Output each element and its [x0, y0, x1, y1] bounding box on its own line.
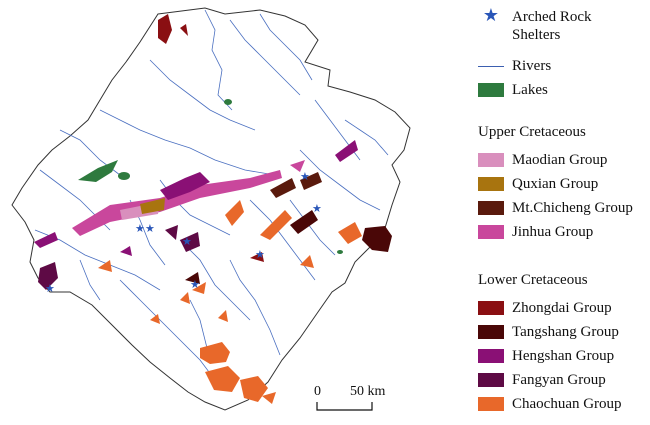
legend-label-arched-rock-line1: Arched Rock [512, 9, 592, 25]
jinhua-group-areas [72, 160, 305, 236]
legend-item-zhongdai: Zhongdai Group [478, 298, 612, 318]
mt-chicheng-group-areas [270, 172, 322, 198]
svg-text:★: ★ [135, 222, 145, 235]
jinhua-swatch-icon [478, 225, 504, 239]
svg-text:★: ★ [255, 248, 265, 261]
legend-label-arched-rock-line2: Shelters [512, 27, 561, 43]
svg-text:★: ★ [300, 170, 310, 183]
zhongdai-swatch-icon [478, 301, 504, 315]
lake-swatch-icon [478, 83, 504, 97]
svg-text:★: ★ [45, 282, 55, 295]
province-outline [11, 7, 411, 411]
tangshang-swatch-icon [478, 325, 504, 339]
scale-bar-line [316, 402, 373, 411]
chaochuan-group-areas [98, 200, 362, 404]
legend-label-lakes: Lakes [512, 82, 548, 98]
legend-item-maodian: Maodian Group [478, 150, 607, 170]
legend-title-upper-cretaceous: Upper Cretaceous [478, 124, 586, 140]
legend-label-hengshan: Hengshan Group [512, 348, 615, 364]
quxian-swatch-icon [478, 177, 504, 191]
legend-title-lower-cretaceous: Lower Cretaceous [478, 272, 588, 288]
star-icon: ★ [482, 5, 500, 25]
hengshan-group-areas [34, 140, 358, 256]
svg-text:★: ★ [182, 235, 192, 248]
svg-text:★: ★ [312, 202, 322, 215]
legend-item-hengshan: Hengshan Group [478, 346, 614, 366]
chaochuan-swatch-icon [478, 397, 504, 411]
arched-rock-shelter-markers: ★ ★ ★★ ★★ ★★ [45, 170, 322, 295]
legend-item-lakes: Lakes [478, 80, 548, 100]
scale-bar: 0 50 km [314, 384, 404, 414]
zhongdai-group-areas [158, 14, 264, 262]
hengshan-swatch-icon [478, 349, 504, 363]
tangshang-group-areas [185, 210, 392, 284]
legend-label-quxian: Quxian Group [512, 176, 599, 192]
svg-text:★: ★ [190, 278, 200, 291]
legend-label-chaochuan: Chaochuan Group [512, 396, 622, 412]
legend-label-rivers: Rivers [512, 58, 552, 74]
legend-label-fangyan: Fangyan Group [512, 372, 606, 388]
quxian-group-areas [140, 198, 165, 214]
scale-distance-label: 50 km [350, 384, 386, 399]
legend-item-arched-rock-shelters: ★ Arched Rock Shelters [478, 5, 592, 43]
legend-label-jinhua: Jinhua Group [512, 224, 594, 240]
rivers [34, 9, 389, 381]
legend-item-fangyan: Fangyan Group [478, 370, 606, 390]
mt-chicheng-swatch-icon [478, 201, 504, 215]
river-line-icon [478, 65, 504, 67]
legend-label-zhongdai: Zhongdai Group [512, 300, 612, 316]
legend-item-tangshang: Tangshang Group [478, 322, 619, 342]
legend-item-quxian: Quxian Group [478, 174, 598, 194]
legend-label-tangshang: Tangshang Group [512, 324, 619, 340]
geologic-map: ★ ★ ★★ ★★ ★★ [11, 7, 411, 411]
fangyan-group-areas [38, 225, 200, 290]
legend-item-jinhua: Jinhua Group [478, 222, 593, 242]
scale-zero-label: 0 [314, 384, 321, 399]
lakes [78, 99, 343, 254]
legend-item-chaochuan: Chaochuan Group [478, 394, 622, 414]
legend-label-maodian: Maodian Group [512, 152, 608, 168]
fangyan-swatch-icon [478, 373, 504, 387]
legend-label-mt-chicheng: Mt.Chicheng Group [512, 200, 633, 216]
legend-item-mt-chicheng: Mt.Chicheng Group [478, 198, 633, 218]
maodian-swatch-icon [478, 153, 504, 167]
svg-text:★: ★ [145, 222, 155, 235]
legend-item-rivers: Rivers [478, 56, 551, 76]
